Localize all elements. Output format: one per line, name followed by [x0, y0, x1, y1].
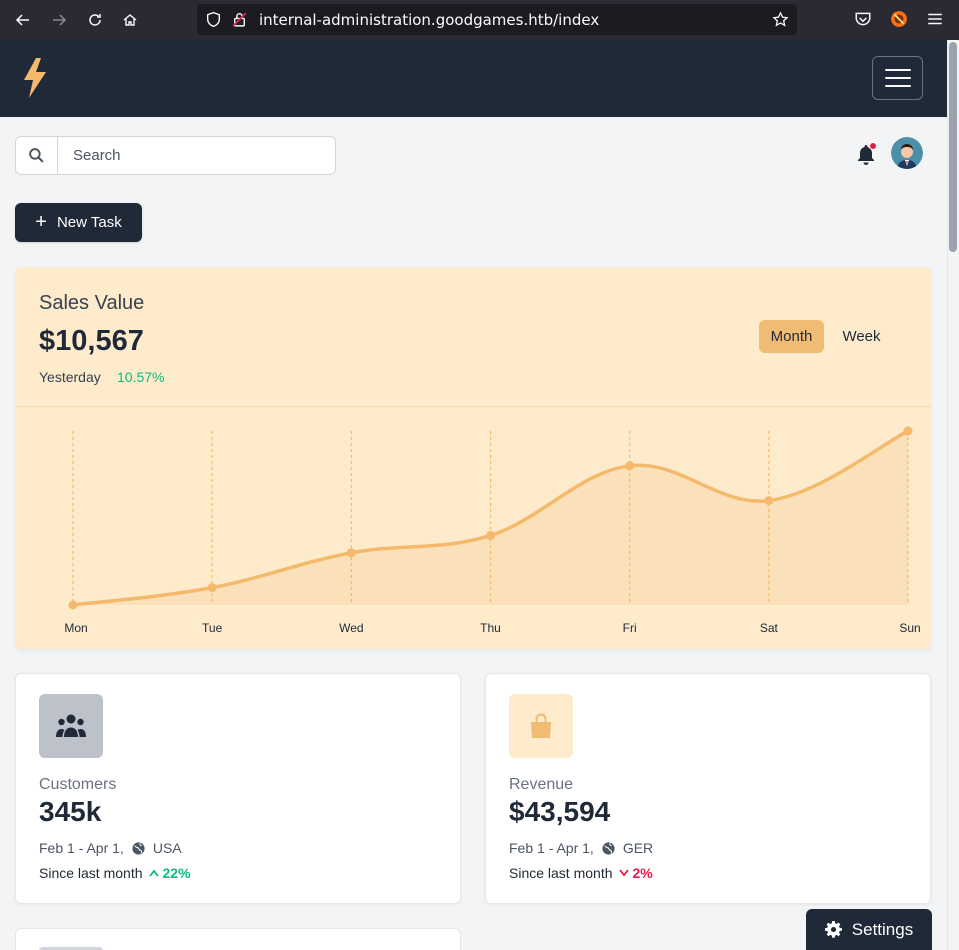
- hamburger-icon-bar: [884, 69, 911, 71]
- chart-point: [207, 583, 217, 593]
- revenue-since: Since last month 2%: [509, 865, 653, 881]
- settings-button[interactable]: Settings: [806, 909, 932, 950]
- chart-x-tick-label: Mon: [64, 621, 87, 635]
- chart-x-tick-label: Fri: [623, 621, 637, 635]
- sales-subtitle: Yesterday: [39, 369, 101, 385]
- chart-point: [486, 530, 495, 540]
- settings-label: Settings: [851, 919, 914, 939]
- revenue-card: Revenue $43,594 Feb 1 - Apr 1, GER Since…: [485, 673, 931, 904]
- hamburger-icon-bar: [884, 77, 911, 79]
- revenue-delta: 2%: [618, 865, 653, 881]
- revenue-date-range: Feb 1 - Apr 1,: [509, 840, 594, 856]
- revenue-value: $43,594: [509, 796, 611, 827]
- revenue-label: Revenue: [509, 776, 574, 793]
- scrollbar-track[interactable]: [947, 40, 959, 950]
- scrollbar-thumb[interactable]: [949, 42, 957, 252]
- hamburger-icon-bar: [884, 85, 911, 87]
- chart-x-tick-label: Thu: [480, 621, 501, 635]
- chart-x-tick-label: Wed: [339, 621, 363, 635]
- users-icon: [39, 694, 103, 758]
- bookmark-star-icon[interactable]: [772, 11, 789, 28]
- sales-title: Sales Value: [39, 292, 145, 314]
- chart-point: [764, 496, 774, 506]
- search-icon[interactable]: [16, 137, 58, 174]
- bolt-logo-icon[interactable]: [22, 58, 48, 98]
- plus-icon: +: [35, 210, 47, 233]
- period-week-button[interactable]: Week: [829, 320, 894, 353]
- chart-area: [73, 431, 908, 605]
- customers-delta-value: 22%: [162, 865, 191, 881]
- browser-toolbar: internal-administration.goodgames.htb/in…: [0, 0, 959, 40]
- gear-icon: [824, 921, 842, 938]
- customers-value: 345k: [39, 796, 102, 827]
- customers-since-label: Since last month: [39, 865, 143, 881]
- bell-icon[interactable]: [856, 144, 876, 166]
- url-text[interactable]: internal-administration.goodgames.htb/in…: [259, 11, 600, 29]
- shield-icon[interactable]: [205, 11, 222, 28]
- chart-point: [903, 426, 913, 436]
- chart-point: [68, 600, 78, 610]
- chart-x-tick-label: Tue: [202, 621, 223, 635]
- globe-icon: [602, 841, 615, 855]
- customers-delta: 22%: [148, 865, 191, 881]
- revenue-range: Feb 1 - Apr 1, GER: [509, 840, 653, 856]
- pocket-icon[interactable]: [854, 10, 872, 28]
- insecure-lock-icon[interactable]: [231, 11, 248, 28]
- next-stat-card: [15, 928, 461, 950]
- chart-point: [625, 461, 635, 471]
- sales-card-header: Sales Value $10,567 Yesterday 10.57% Mon…: [15, 267, 931, 407]
- chevron-up-icon: [148, 869, 159, 877]
- sales-change: 10.57%: [117, 369, 165, 385]
- customers-since: Since last month 22%: [39, 865, 191, 881]
- search-group: [15, 136, 336, 175]
- chart-x-tick-label: Sun: [899, 621, 920, 635]
- address-bar[interactable]: internal-administration.goodgames.htb/in…: [197, 4, 797, 35]
- customers-region: USA: [152, 840, 182, 856]
- new-task-button[interactable]: + New Task: [15, 203, 142, 242]
- chevron-down-icon: [618, 869, 629, 877]
- customers-range: Feb 1 - Apr 1, USA: [39, 840, 182, 856]
- period-month-button[interactable]: Month: [759, 320, 824, 353]
- new-task-label: New Task: [56, 214, 122, 231]
- shopping-bag-icon: [509, 694, 573, 758]
- globe-icon: [132, 841, 145, 855]
- notification-dot: [869, 142, 877, 150]
- customers-label: Customers: [39, 776, 117, 793]
- app-header: [0, 40, 947, 117]
- revenue-since-label: Since last month: [509, 865, 613, 881]
- revenue-delta-value: 2%: [632, 865, 653, 881]
- next-card-icon: [39, 947, 103, 950]
- revenue-region: GER: [622, 840, 654, 856]
- sales-chart: Mon Tue Wed Thu Fri Sat Sun: [64, 426, 921, 635]
- avatar[interactable]: [891, 137, 923, 169]
- forward-icon[interactable]: [47, 8, 71, 32]
- search-input[interactable]: [58, 137, 335, 174]
- customers-date-range: Feb 1 - Apr 1,: [39, 840, 124, 856]
- home-icon[interactable]: [118, 8, 142, 32]
- reload-icon[interactable]: [83, 8, 107, 32]
- app-menu-icon[interactable]: [926, 10, 944, 28]
- chart-point: [346, 548, 356, 558]
- customers-card: Customers 345k Feb 1 - Apr 1, USA Since …: [15, 673, 461, 904]
- menu-toggle-button[interactable]: [872, 56, 923, 100]
- extension-icon[interactable]: [890, 10, 908, 28]
- sales-value: $10,567: [39, 325, 144, 357]
- back-icon[interactable]: [11, 8, 35, 32]
- chart-x-tick-label: Sat: [760, 621, 779, 635]
- sales-value-card: Sales Value $10,567 Yesterday 10.57% Mon…: [15, 267, 931, 649]
